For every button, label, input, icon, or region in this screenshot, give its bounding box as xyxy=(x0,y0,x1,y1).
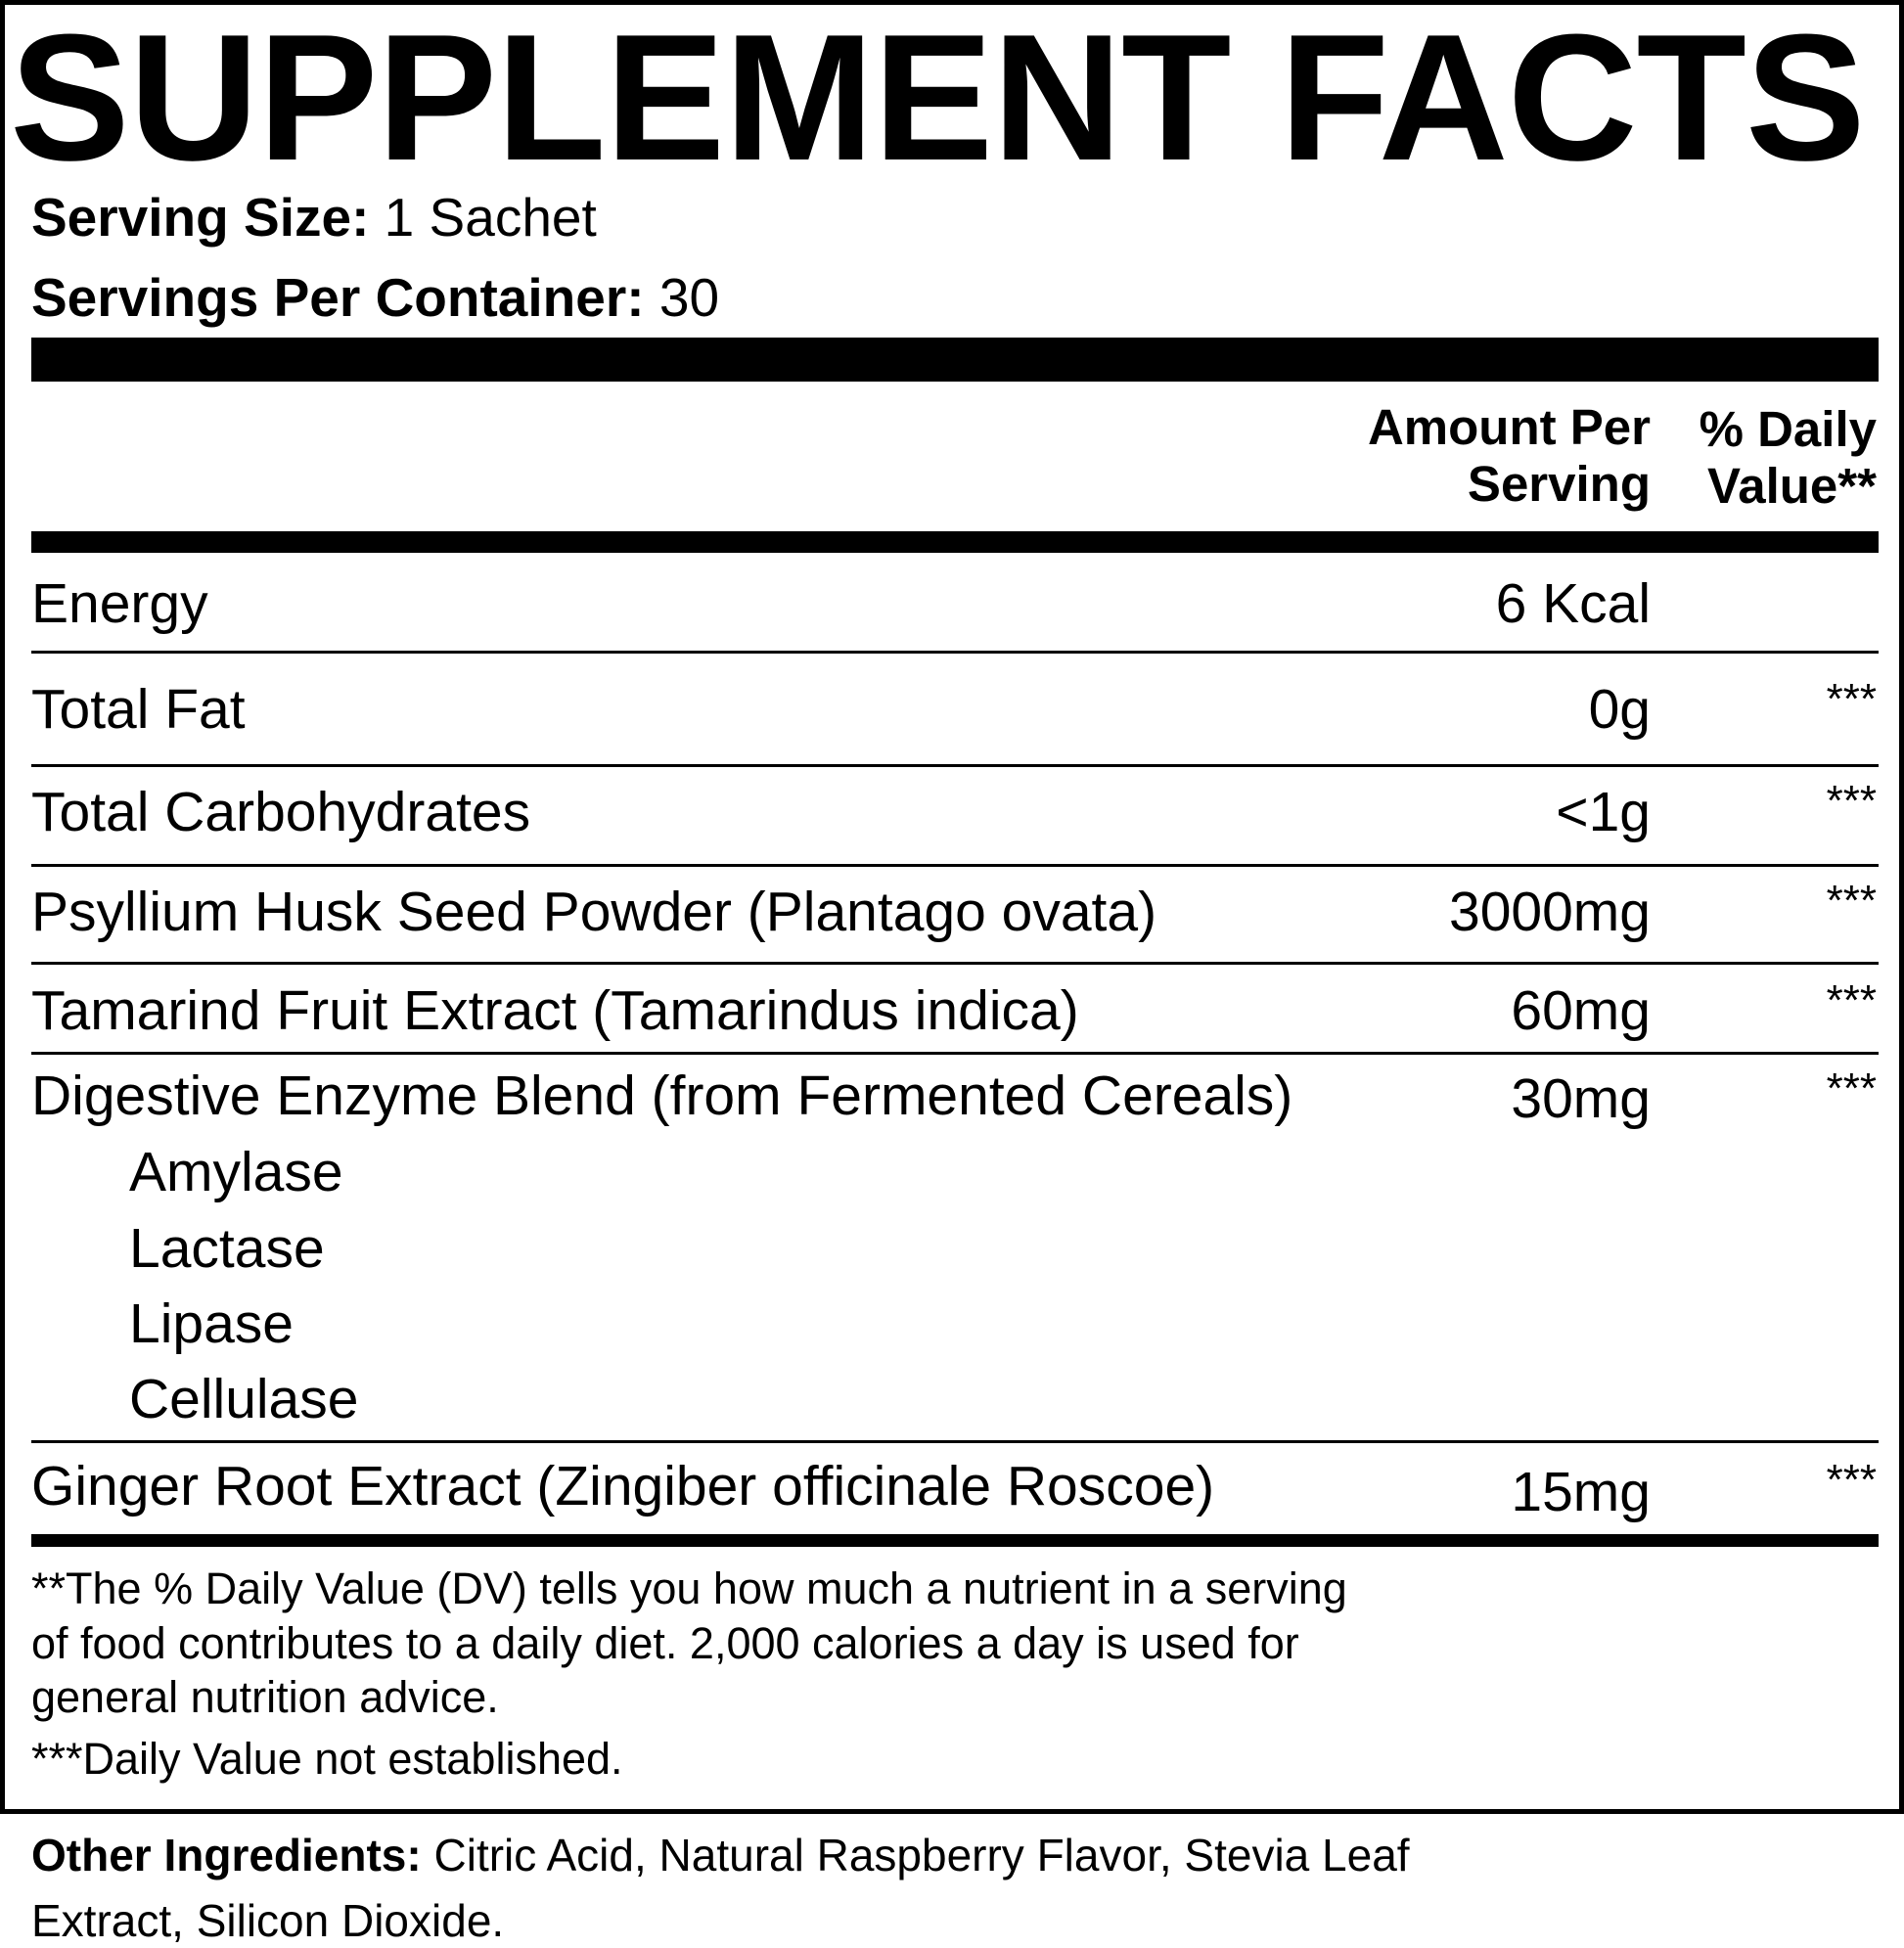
dv-header: % Daily Value** xyxy=(1699,401,1877,514)
row-amount: 0g xyxy=(1588,678,1651,741)
sub-ingredient: Lactase xyxy=(129,1217,325,1280)
row-amount: 15mg xyxy=(1511,1461,1651,1523)
row-divider xyxy=(31,1440,1879,1443)
serving-size: Serving Size: 1 Sachet xyxy=(31,187,597,248)
sub-ingredient: Cellulase xyxy=(129,1368,359,1430)
row-amount: 6 Kcal xyxy=(1495,572,1651,635)
row-name: Energy xyxy=(31,572,208,635)
row-name: Total Fat xyxy=(31,678,246,741)
row-amount: <1g xyxy=(1556,781,1651,843)
row-name: Digestive Enzyme Blend (from Fermented C… xyxy=(31,1065,1293,1127)
footnote: general nutrition advice. xyxy=(31,1672,499,1722)
row-name: Tamarind Fruit Extract (Tamarindus indic… xyxy=(31,979,1079,1042)
footnote: of food contributes to a daily diet. 2,0… xyxy=(31,1618,1299,1668)
row-dv: *** xyxy=(1826,675,1877,723)
sub-ingredient: Lipase xyxy=(129,1292,294,1355)
sub-ingredient: Amylase xyxy=(129,1141,343,1203)
footnote: ***Daily Value not established. xyxy=(31,1734,623,1784)
row-amount: 3000mg xyxy=(1449,881,1651,943)
row-dv: *** xyxy=(1826,976,1877,1024)
other-ingredients-continued: Extract, Silicon Dioxide. xyxy=(31,1895,505,1946)
row-divider xyxy=(31,1052,1879,1055)
row-dv: *** xyxy=(1826,1065,1877,1112)
row-divider xyxy=(31,962,1879,965)
row-amount: 60mg xyxy=(1511,979,1651,1042)
footnote: **The % Daily Value (DV) tells you how m… xyxy=(31,1563,1347,1613)
row-divider xyxy=(31,864,1879,867)
page-title: SUPPLEMENT FACTS xyxy=(10,0,1866,198)
row-name: Psyllium Husk Seed Powder (Plantago ovat… xyxy=(31,881,1157,943)
row-divider xyxy=(31,764,1879,767)
other-ingredients: Other Ingredients: Citric Acid, Natural … xyxy=(31,1830,1410,1880)
row-name: Ginger Root Extract (Zingiber officinale… xyxy=(31,1455,1215,1518)
row-divider xyxy=(31,651,1879,654)
servings-per-container: Servings Per Container: 30 xyxy=(31,267,720,328)
facts-panel-border xyxy=(0,0,1904,1814)
thick-divider xyxy=(31,1534,1879,1547)
amount-header: Amount Per Serving xyxy=(1367,399,1651,512)
row-amount: 30mg xyxy=(1511,1067,1651,1130)
thick-divider xyxy=(31,338,1879,382)
thick-divider xyxy=(31,531,1879,553)
row-name: Total Carbohydrates xyxy=(31,781,531,843)
row-dv: *** xyxy=(1826,777,1877,825)
row-dv: *** xyxy=(1826,1456,1877,1504)
row-dv: *** xyxy=(1826,877,1877,925)
